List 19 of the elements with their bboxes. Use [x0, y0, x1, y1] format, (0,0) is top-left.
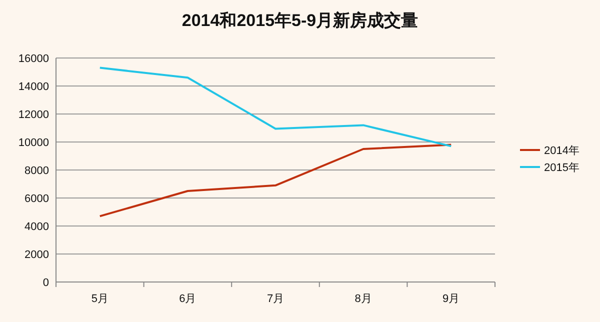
x-tick-label: 9月 [442, 293, 460, 305]
y-tick-label: 0 [42, 277, 49, 289]
chart-title: 2014和2015年5-9月新房成交量 [182, 11, 418, 30]
legend-label: 2015年 [544, 162, 580, 174]
y-tick-label: 14000 [18, 81, 49, 93]
y-tick-label: 10000 [18, 137, 49, 149]
x-tick-label: 5月 [91, 293, 108, 305]
y-tick-label: 2000 [24, 249, 49, 261]
x-tick-label: 8月 [354, 293, 372, 305]
x-tick-label: 6月 [179, 293, 196, 305]
y-tick-label: 6000 [24, 193, 49, 205]
y-tick-label: 16000 [18, 53, 49, 65]
x-tick-label: 7月 [266, 293, 284, 305]
line-series [98, 144, 452, 218]
legend-label: 2014年 [544, 145, 580, 157]
y-tick-label: 8000 [24, 165, 49, 177]
line-series [98, 66, 452, 148]
y-tick-label: 4000 [24, 221, 49, 233]
y-tick-label: 12000 [18, 109, 49, 121]
